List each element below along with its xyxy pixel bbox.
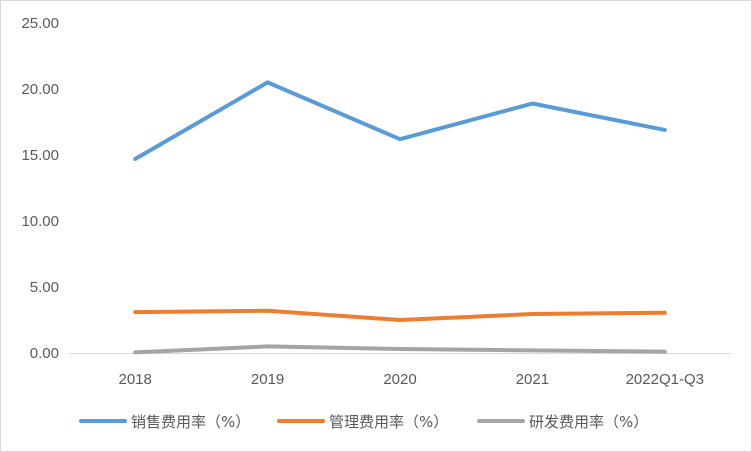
x-tick-label: 2021 xyxy=(516,371,549,388)
legend: 销售费用率（%） 管理费用率（%） 研发费用率（%） xyxy=(79,413,648,431)
y-tick-label: 25.00 xyxy=(21,15,59,32)
y-tick-label: 5.00 xyxy=(30,279,59,296)
x-tick-label: 2022Q1-Q3 xyxy=(626,371,704,388)
y-tick-label: 0.00 xyxy=(30,345,59,362)
y-tick-label: 10.00 xyxy=(21,213,59,230)
y-axis: 0.00 5.00 10.00 15.00 20.00 25.00 xyxy=(21,15,59,362)
legend-label: 销售费用率（%） xyxy=(131,413,250,431)
series-line-2 xyxy=(133,308,667,322)
y-tick-label: 20.00 xyxy=(21,81,59,98)
x-tick-label: 2018 xyxy=(119,371,152,388)
x-tick-label: 2019 xyxy=(251,371,284,388)
y-tick-label: 15.00 xyxy=(21,147,59,164)
series-group xyxy=(133,80,667,355)
legend-label: 管理费用率（%） xyxy=(329,413,448,431)
x-tick-label: 2020 xyxy=(383,371,416,388)
legend-label: 研发费用率（%） xyxy=(529,413,648,431)
x-axis: 2018 2019 2020 2021 2022Q1-Q3 xyxy=(119,371,704,388)
series-line-1 xyxy=(133,80,667,161)
series-line-3 xyxy=(133,344,667,355)
